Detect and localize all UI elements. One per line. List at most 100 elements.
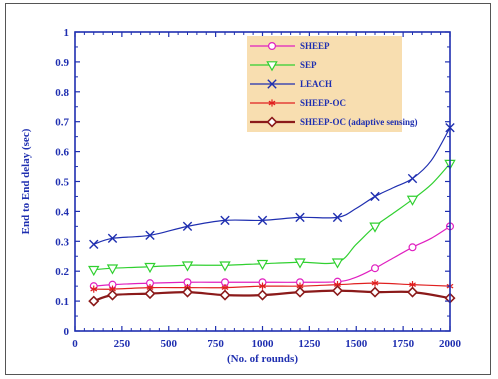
legend-label: SHEEP xyxy=(300,41,330,51)
x-marker-stroke xyxy=(407,173,418,184)
y-tick-label: 0.6 xyxy=(55,147,69,159)
x-marker-stroke xyxy=(267,79,277,89)
data-point xyxy=(408,243,417,252)
legend-label: SHEEP-OC xyxy=(300,98,346,108)
data-point xyxy=(90,285,98,293)
data-point xyxy=(144,262,156,274)
data-point xyxy=(331,258,344,269)
data-point xyxy=(88,265,100,277)
asterisk-marker-stroke xyxy=(296,283,304,289)
data-point xyxy=(144,288,156,300)
data-point xyxy=(259,282,266,290)
y-tick-label: 0 xyxy=(64,326,70,338)
series-sheep-oc-adaptive-sensing xyxy=(88,285,456,307)
y-tick-label: 1 xyxy=(64,27,70,39)
x-marker-stroke xyxy=(370,191,380,202)
x-tick-label: 0 xyxy=(72,338,78,350)
y-tick-label: 0.2 xyxy=(55,266,69,278)
series-layer xyxy=(88,122,456,307)
y-tick-label: 0.1 xyxy=(55,296,69,308)
series-sheep xyxy=(89,222,455,291)
x-tick-label: 1250 xyxy=(298,338,321,350)
legend-item: SHEEP-OC xyxy=(250,98,346,108)
series-leach xyxy=(89,122,455,249)
data-point xyxy=(294,286,306,298)
series-line xyxy=(93,127,451,245)
x-marker-stroke xyxy=(295,212,305,223)
data-point xyxy=(181,286,194,298)
legend-item: SHEEP-OC (adaptive sensing) xyxy=(250,116,418,128)
data-point xyxy=(406,195,419,206)
data-point xyxy=(369,286,381,298)
x-marker-stroke xyxy=(182,221,193,232)
legend-item: SHEEP xyxy=(250,41,330,51)
asterisk-marker-stroke xyxy=(259,283,266,289)
asterisk-marker-stroke xyxy=(409,282,416,287)
data-point xyxy=(88,295,100,307)
x-tick-label: 1750 xyxy=(392,338,415,350)
asterisk-marker-stroke xyxy=(146,285,154,290)
x-axis-label: (No. of rounds) xyxy=(227,353,298,365)
legend-item: LEACH xyxy=(250,79,332,89)
asterisk-marker-stroke xyxy=(109,286,116,292)
legend-label: SEP xyxy=(300,60,317,70)
legend-item: SEP xyxy=(250,60,317,72)
y-tick-label: 0.5 xyxy=(55,177,69,189)
y-tick-label: 0.3 xyxy=(55,236,69,248)
y-tick-label: 0.9 xyxy=(55,57,69,69)
x-marker-stroke xyxy=(257,215,268,226)
tick-labels: 0 250 500 750 1000 1250 1500 1750 2000 0 0.1 0.2 0.3… xyxy=(55,27,461,350)
data-point xyxy=(257,215,268,226)
data-point xyxy=(406,286,419,298)
x-tick-label: 1500 xyxy=(345,338,368,350)
data-point xyxy=(331,285,344,297)
x-tick-label: 250 xyxy=(114,338,131,350)
y-tick-label: 0.4 xyxy=(55,206,69,218)
x-marker-stroke xyxy=(145,230,155,241)
series-line xyxy=(93,163,451,271)
data-point xyxy=(181,261,194,272)
data-point xyxy=(407,173,418,184)
series-sep xyxy=(88,159,456,277)
data-point xyxy=(295,212,305,223)
data-point xyxy=(106,264,119,275)
data-point xyxy=(332,212,343,223)
data-point xyxy=(256,259,269,271)
asterisk-marker-stroke xyxy=(90,286,98,292)
data-point xyxy=(182,221,193,232)
y-tick-label: 0.7 xyxy=(55,117,69,129)
legend-marker xyxy=(266,116,278,128)
legend-marker xyxy=(267,79,277,89)
y-axis-label: End to End delay (sec) xyxy=(20,128,32,234)
asterisk-marker-stroke xyxy=(334,282,341,287)
x-tick-label: 750 xyxy=(207,338,224,350)
data-point xyxy=(89,239,99,249)
legend: SHEEP SEP LEACH SHEEP-OC SHEEP-OC (adaptive … xyxy=(247,36,418,132)
data-point xyxy=(107,233,118,244)
legend-label: LEACH xyxy=(300,79,332,89)
legend-marker xyxy=(266,61,278,72)
asterisk-marker-stroke xyxy=(221,285,229,290)
data-point xyxy=(219,261,231,272)
data-point xyxy=(256,289,269,301)
data-point xyxy=(145,230,155,241)
x-tick-label: 2000 xyxy=(439,338,462,350)
asterisk-marker-stroke xyxy=(371,280,379,286)
x-marker-stroke xyxy=(107,233,118,244)
data-point xyxy=(370,191,380,202)
x-tick-label: 500 xyxy=(161,338,178,350)
legend-marker xyxy=(268,41,277,50)
data-point xyxy=(220,215,230,226)
x-marker-stroke xyxy=(89,239,99,249)
data-point xyxy=(371,279,379,287)
x-tick-label: 1000 xyxy=(252,338,275,350)
legend-label: SHEEP-OC (adaptive sensing) xyxy=(300,117,418,127)
x-marker-stroke xyxy=(332,212,343,223)
data-point xyxy=(369,222,381,233)
data-point xyxy=(294,258,306,269)
legend-marker xyxy=(268,99,276,107)
data-point xyxy=(219,289,231,301)
data-point xyxy=(371,264,380,273)
y-tick-label: 0.8 xyxy=(55,87,69,99)
